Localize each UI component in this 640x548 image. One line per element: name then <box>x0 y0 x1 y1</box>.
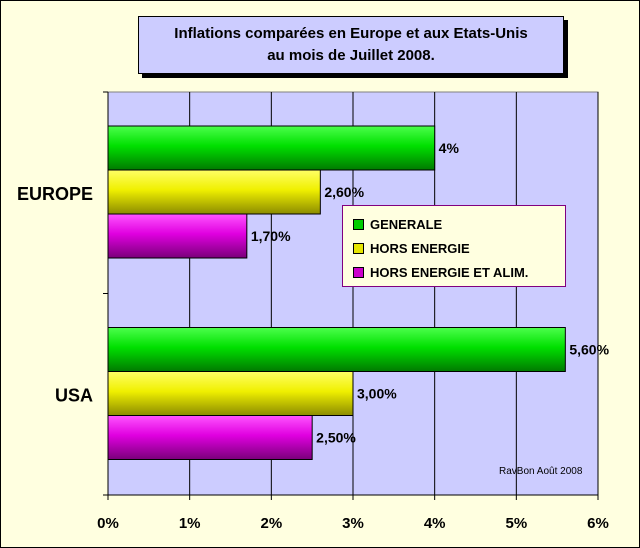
legend-label-generale: GENERALE <box>370 216 443 232</box>
x-tick-label-2: 2% <box>260 515 282 532</box>
chart-title-box: Inflations comparées en Europe et aux Et… <box>138 16 564 74</box>
legend-item-generale: GENERALE <box>353 212 565 236</box>
x-tick-label-1: 1% <box>179 515 201 532</box>
legend-swatch-hors-energie <box>353 242 364 254</box>
legend-label-hors-energie: HORS ENERGIE <box>370 240 470 256</box>
x-tick-label-5: 5% <box>505 515 527 532</box>
bar-usa-0 <box>107 327 566 372</box>
legend-label-hors-energie-alim: HORS ENERGIE ET ALIM. <box>370 264 529 280</box>
legend-swatch-generale <box>353 218 364 230</box>
x-tick-label-6: 6% <box>587 515 609 532</box>
axes <box>103 91 599 500</box>
data-label-usa-1: 3,00% <box>357 386 397 402</box>
legend-item-hors-energie-alim: HORS ENERGIE ET ALIM. <box>353 260 565 284</box>
bar-europe-2 <box>107 213 248 259</box>
labels: 4% 2,60% 1,70% EUROPE 5,60% 3,00% 2,50% USA 0% 1%… <box>17 140 610 532</box>
data-label-europe-1: 2,60% <box>324 184 364 200</box>
bar-europe-1 <box>107 169 321 215</box>
x-tick-label-3: 3% <box>342 515 364 532</box>
category-label-europe: EUROPE <box>17 184 93 204</box>
data-label-europe-0: 4% <box>439 140 460 156</box>
x-tick-label-4: 4% <box>424 515 446 532</box>
credit-text: RavBon Août 2008 <box>499 466 583 477</box>
data-label-usa-0: 5,60% <box>569 342 609 358</box>
bar-usa-2 <box>107 415 313 460</box>
legend-item-hors-energie: HORS ENERGIE <box>353 236 565 260</box>
data-label-usa-2: 2,50% <box>316 430 356 446</box>
chart-title-line-1: Inflations comparées en Europe et aux Et… <box>174 25 528 42</box>
data-label-europe-2: 1,70% <box>251 228 291 244</box>
category-label-usa: USA <box>55 385 93 405</box>
bars <box>107 125 566 460</box>
legend: GENERALE HORS ENERGIE HORS ENERGIE ET AL… <box>342 205 566 287</box>
bar-europe-0 <box>107 125 436 171</box>
chart-title-line-2: au mois de Juillet 2008. <box>267 47 435 64</box>
bar-usa-1 <box>107 371 354 416</box>
legend-swatch-hors-energie-alim <box>353 266 364 278</box>
x-tick-label-0: 0% <box>97 515 119 532</box>
